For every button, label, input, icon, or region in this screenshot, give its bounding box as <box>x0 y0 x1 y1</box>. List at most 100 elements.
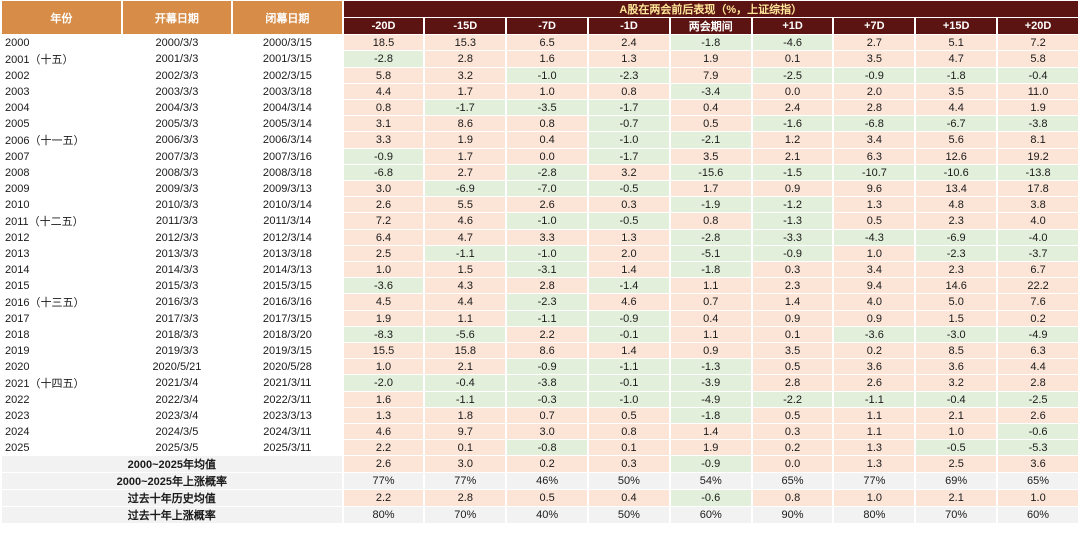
year-cell: 2013 <box>2 246 121 261</box>
summary-value-cell: 2.8 <box>425 490 506 506</box>
year-cell: 2019 <box>2 343 121 358</box>
close-date-cell: 2019/3/15 <box>233 343 342 358</box>
value-cell: 0.5 <box>752 408 833 423</box>
value-cell: -1.9 <box>670 197 751 212</box>
value-cell: 4.0 <box>834 294 915 310</box>
value-cell: -1.6 <box>752 116 833 131</box>
year-cell: 2017 <box>2 311 121 326</box>
value-cell: 0.0 <box>752 84 833 99</box>
value-cell: 3.2 <box>425 68 506 83</box>
value-cell: -1.0 <box>507 246 588 261</box>
summary-value-cell: 50% <box>589 507 669 523</box>
value-cell: -6.9 <box>916 230 997 245</box>
value-cell: -1.0 <box>507 213 588 229</box>
close-date-cell: 2020/5/28 <box>233 359 342 374</box>
value-cell: -6.7 <box>916 116 997 131</box>
year-cell: 2007 <box>2 149 121 164</box>
open-date-cell: 2024/3/5 <box>122 424 232 439</box>
value-cell: 0.0 <box>507 149 588 164</box>
value-cell: -3.9 <box>670 375 751 391</box>
value-cell: 6.3 <box>834 149 915 164</box>
value-cell: 3.1 <box>343 116 424 131</box>
value-cell: -2.3 <box>507 294 588 310</box>
close-date-cell: 2024/3/11 <box>233 424 342 439</box>
value-cell: 12.6 <box>916 149 997 164</box>
summary-value-cell: 77% <box>425 473 506 489</box>
value-cell: 0.8 <box>670 213 751 229</box>
value-cell: 4.3 <box>425 278 506 293</box>
value-cell: 2.3 <box>916 262 997 277</box>
value-cell: -0.1 <box>589 375 669 391</box>
value-cell: 1.3 <box>834 440 915 455</box>
value-cell: -4.9 <box>670 392 751 407</box>
value-cell: 14.6 <box>916 278 997 293</box>
table-row: 2005 2005/3/3 2005/3/14 3.1 8.6 0.8 -0.7 0.5 -1.… <box>2 116 1078 131</box>
value-cell: -0.9 <box>507 359 588 374</box>
close-date-cell: 2022/3/11 <box>233 392 342 407</box>
value-cell: -1.1 <box>425 246 506 261</box>
open-date-cell: 2020/5/21 <box>122 359 232 374</box>
summary-label: 2000~2025年均值 <box>2 456 342 472</box>
value-cell: -4.9 <box>998 327 1078 342</box>
value-cell: 1.4 <box>589 343 669 358</box>
value-cell: 1.7 <box>425 149 506 164</box>
close-date-cell: 2021/3/11 <box>233 375 342 391</box>
summary-value-cell: 65% <box>752 473 833 489</box>
value-cell: 0.1 <box>425 440 506 455</box>
open-date-cell: 2017/3/3 <box>122 311 232 326</box>
summary-value-cell: -0.6 <box>670 490 751 506</box>
value-cell: 1.3 <box>589 230 669 245</box>
value-cell: -1.7 <box>589 149 669 164</box>
value-cell: -0.9 <box>589 311 669 326</box>
value-cell: 2.6 <box>834 375 915 391</box>
value-cell: 2.7 <box>425 165 506 180</box>
value-cell: 3.5 <box>670 149 751 164</box>
open-date-cell: 2001/3/3 <box>122 51 232 67</box>
value-cell: 2.6 <box>343 197 424 212</box>
summary-row: 过去十年上涨概率 80% 70% 40% 50% 60% 90% 80% 70% 60% <box>2 507 1078 523</box>
value-cell: 1.9 <box>670 440 751 455</box>
value-cell: 5.8 <box>998 51 1078 67</box>
value-cell: 0.3 <box>589 197 669 212</box>
value-cell: -1.0 <box>589 392 669 407</box>
value-cell: -7.0 <box>507 181 588 196</box>
value-cell: 1.3 <box>834 197 915 212</box>
value-cell: 2.2 <box>343 440 424 455</box>
value-cell: 1.5 <box>425 262 506 277</box>
value-cell: 1.1 <box>834 408 915 423</box>
open-date-cell: 2022/3/4 <box>122 392 232 407</box>
summary-value-cell: 70% <box>425 507 506 523</box>
value-cell: -2.0 <box>343 375 424 391</box>
value-cell: 4.4 <box>343 84 424 99</box>
year-cell: 2016（十三五） <box>2 294 121 310</box>
table-row: 2004 2004/3/3 2004/3/14 0.8 -1.7 -3.5 -1.7 0.4 2… <box>2 100 1078 115</box>
summary-value-cell: 2.6 <box>343 456 424 472</box>
value-cell: 2.0 <box>589 246 669 261</box>
value-cell: -3.1 <box>507 262 588 277</box>
value-cell: 4.6 <box>589 294 669 310</box>
performance-table: 年份 开幕日期 闭幕日期 A股在两会前后表现（%，上证综指） -20D -15D… <box>2 1 1078 523</box>
table-row: 2002 2002/3/3 2002/3/15 5.8 3.2 -1.0 -2.3 7.9 -2… <box>2 68 1078 83</box>
close-date-cell: 2010/3/14 <box>233 197 342 212</box>
value-cell: 2.1 <box>916 408 997 423</box>
value-cell: 17.8 <box>998 181 1078 196</box>
value-cell: 0.7 <box>507 408 588 423</box>
year-cell: 2003 <box>2 84 121 99</box>
value-cell: 1.1 <box>670 327 751 342</box>
column-header-during-sessions: 两会期间 <box>670 18 751 34</box>
close-date-cell: 2023/3/13 <box>233 408 342 423</box>
summary-row: 2000~2025年上涨概率 77% 77% 46% 50% 54% 65% 77% 69% 65… <box>2 473 1078 489</box>
value-cell: -1.5 <box>752 165 833 180</box>
open-date-cell: 2023/3/4 <box>122 408 232 423</box>
value-cell: 2.3 <box>752 278 833 293</box>
value-cell: -4.0 <box>998 230 1078 245</box>
value-cell: 1.4 <box>670 424 751 439</box>
value-cell: 1.0 <box>343 262 424 277</box>
table-row: 2006（十一五） 2006/3/3 2006/3/14 3.3 1.9 0.4 -1.0-… <box>2 132 1078 148</box>
table-body: 2000 2000/3/3 2000/3/15 18.5 15.3 6.5 2.4 -1.8-… <box>2 35 1078 523</box>
value-cell: -1.1 <box>425 392 506 407</box>
value-cell: -5.6 <box>425 327 506 342</box>
year-cell: 2020 <box>2 359 121 374</box>
close-date-cell: 2014/3/13 <box>233 262 342 277</box>
close-date-cell: 2012/3/14 <box>233 230 342 245</box>
